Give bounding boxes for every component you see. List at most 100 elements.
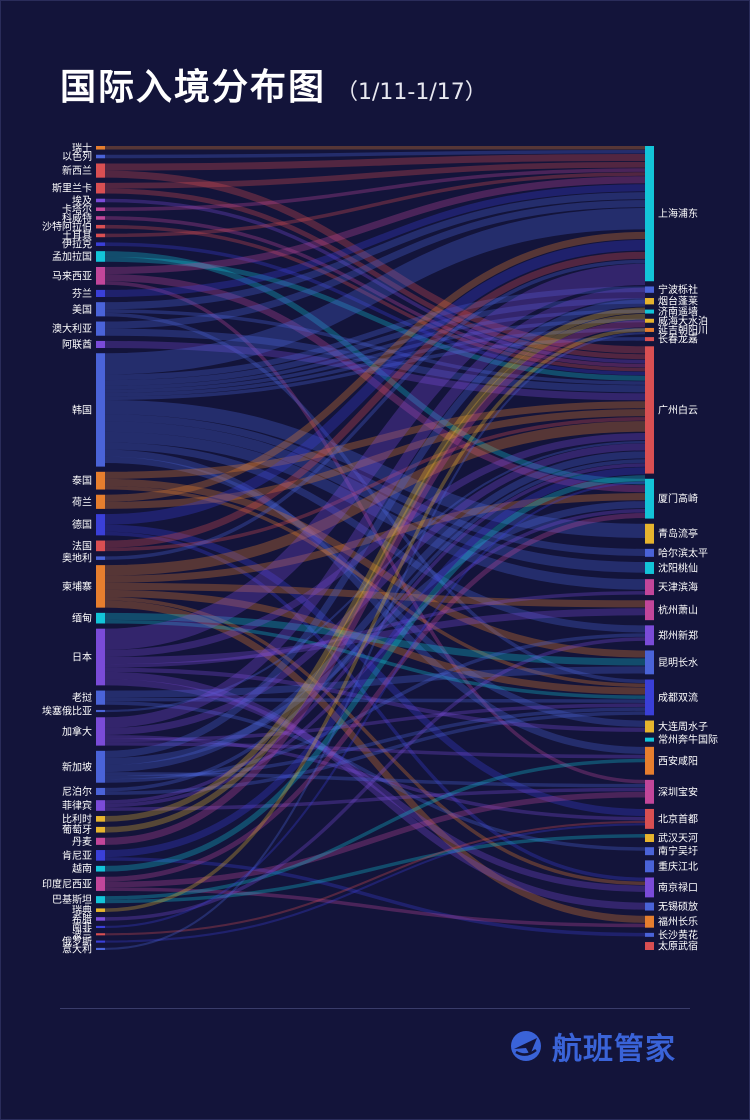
source-label: 缅甸	[72, 612, 92, 625]
source-node	[96, 876, 105, 891]
sankey-link	[104, 791, 646, 888]
sankey-link	[104, 600, 646, 923]
source-label: 希腊	[72, 912, 92, 925]
source-node	[96, 198, 105, 203]
source-label: 卡塔尔	[62, 203, 92, 216]
sankey-link	[104, 281, 646, 784]
source-node	[96, 709, 105, 713]
source-label: 阿联酋	[62, 338, 92, 351]
sankey-link	[104, 313, 646, 833]
source-node	[96, 163, 105, 178]
source-label: 老挝	[72, 691, 92, 704]
target-node	[645, 562, 654, 574]
source-node	[96, 933, 105, 936]
source-node	[96, 917, 105, 921]
source-node	[96, 947, 105, 950]
sankey-link	[104, 176, 646, 275]
sankey-link	[104, 758, 646, 900]
source-label: 意大利	[62, 942, 92, 955]
sankey-link	[104, 711, 646, 795]
sankey-link	[104, 192, 646, 310]
target-node	[645, 548, 654, 557]
brand-name: 航班管家	[552, 1032, 676, 1067]
target-label: 福州长乐	[658, 915, 698, 928]
sankey-link	[104, 619, 646, 699]
sankey-link	[104, 478, 646, 658]
target-node	[645, 720, 654, 733]
brand: 航班管家	[508, 1024, 676, 1068]
sankey-link	[104, 597, 646, 886]
source-label: 泰国	[72, 474, 92, 487]
source-label: 尼泊尔	[62, 785, 92, 798]
sankey-link	[104, 678, 646, 892]
source-node	[96, 850, 105, 861]
source-label: 美国	[72, 303, 92, 316]
sankey-link	[104, 442, 646, 633]
source-node	[96, 182, 105, 194]
target-label: 成都双流	[658, 691, 698, 704]
target-label: 宁波栎社	[658, 283, 698, 296]
target-label: 天津滨海	[658, 581, 698, 594]
source-node	[96, 302, 105, 317]
sankey-link	[104, 421, 646, 576]
target-label: 昆明长水	[658, 657, 698, 669]
target-label: 南宁吴圩	[658, 845, 698, 858]
sankey-link	[104, 524, 646, 817]
sankey-link	[104, 742, 646, 759]
sankey-link	[104, 734, 646, 821]
source-node	[96, 207, 105, 211]
source-node	[96, 154, 105, 159]
footer-divider	[60, 1008, 690, 1009]
source-label: 埃塞俄比亚	[42, 705, 92, 718]
source-label: 荷兰	[72, 495, 92, 508]
target-label: 杭州萧山	[658, 604, 698, 617]
target-node	[645, 146, 654, 282]
target-label: 延吉朝阳川	[658, 324, 708, 336]
sankey-link	[104, 513, 646, 882]
target-label: 青岛流亭	[658, 527, 698, 540]
source-node	[96, 628, 105, 686]
source-label: 科威特	[62, 211, 92, 224]
sankey-link	[104, 409, 646, 509]
source-node	[96, 908, 105, 912]
sankey-link	[104, 823, 646, 943]
target-label: 烟台蓬莱	[658, 295, 698, 308]
source-label: 沙特阿拉伯	[42, 220, 92, 233]
source-node	[96, 471, 105, 490]
sankey-link	[104, 456, 646, 727]
sankey-link	[104, 216, 646, 368]
source-label: 德国	[72, 518, 92, 531]
sankey-link	[104, 340, 646, 401]
sankey-link	[104, 637, 646, 921]
sankey-link	[104, 399, 646, 538]
target-node	[645, 478, 654, 519]
target-label: 郑州新郑	[658, 629, 698, 642]
target-node	[645, 579, 654, 596]
sankey-link	[104, 463, 646, 804]
sankey-link	[104, 857, 646, 937]
target-node	[645, 337, 654, 342]
sankey-link	[104, 320, 646, 845]
sankey-link	[104, 200, 646, 329]
sankey-link	[104, 501, 646, 765]
source-node	[96, 266, 105, 285]
sankey-link	[104, 667, 646, 732]
sankey-link	[104, 286, 646, 381]
target-node	[645, 298, 654, 305]
source-label: 波兰	[72, 928, 92, 941]
sankey-link	[104, 707, 646, 780]
target-label: 长沙黄花	[658, 928, 698, 941]
target-node	[645, 746, 654, 775]
sankey-link	[104, 188, 646, 360]
source-label: 孟加拉国	[52, 250, 92, 263]
sankey-link	[104, 787, 646, 811]
target-label: 武汉天河	[658, 832, 698, 845]
target-label: 广州白云	[658, 403, 698, 416]
source-label: 土耳其	[62, 229, 92, 242]
target-label: 南京禄口	[658, 881, 698, 894]
sankey-link	[104, 168, 646, 211]
target-node	[645, 679, 654, 716]
sankey-link	[104, 263, 646, 650]
sankey-link	[104, 170, 646, 354]
target-label: 长春龙嘉	[658, 333, 698, 346]
